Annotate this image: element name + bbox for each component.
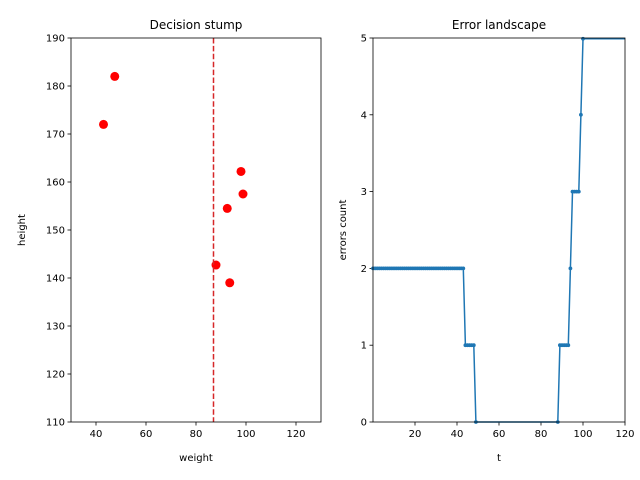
plot-frame: [372, 37, 626, 423]
plot-frame: [70, 37, 322, 423]
data-point: [471, 343, 476, 348]
data-point: [568, 266, 573, 271]
y-tick-label: 4: [361, 110, 367, 121]
y-tick-label: 120: [46, 370, 65, 381]
data-point: [581, 36, 585, 41]
x-axis-label: weight: [179, 453, 213, 464]
x-tick-label: 100: [573, 429, 592, 440]
data-point: [110, 71, 120, 81]
x-axis-label: t: [497, 453, 501, 464]
y-tick-label: 1: [361, 341, 367, 352]
x-tick-label: 80: [190, 429, 203, 440]
decision-stump-chart: Decision stump weight height 40 60 80 100 12…: [17, 18, 322, 464]
y-tick-label: 0: [361, 418, 367, 429]
x-tick-label: 40: [451, 429, 464, 440]
data-point: [236, 166, 246, 176]
error-landscape-chart: Error landscape t errors count 20 40 60 80 1…: [338, 18, 635, 464]
y-tick-label: 110: [46, 418, 65, 429]
y-axis-label: height: [17, 214, 28, 246]
tick-group: 40 60 80 100 120 110 120 130 140 150 160 170 180 190: [46, 34, 306, 441]
data-point: [576, 189, 581, 194]
x-tick-label: 20: [409, 429, 422, 440]
series-line: [373, 38, 625, 423]
y-tick-label: 170: [46, 130, 65, 141]
chart-title: Error landscape: [452, 18, 546, 32]
y-tick-label: 140: [46, 274, 65, 285]
data-point: [238, 189, 248, 199]
x-tick-label: 60: [493, 429, 506, 440]
tick-group: 20 40 60 80 100 120 0 1 2 3 4 5: [361, 34, 635, 441]
mark-group: [371, 36, 625, 424]
data-point: [461, 266, 466, 271]
data-point: [222, 203, 232, 213]
x-tick-label: 80: [535, 429, 548, 440]
y-tick-label: 150: [46, 226, 65, 237]
y-tick-label: 2: [361, 264, 367, 275]
y-tick-label: 190: [46, 34, 65, 45]
x-tick-label: 60: [140, 429, 153, 440]
data-point: [566, 343, 571, 348]
chart-title: Decision stump: [150, 18, 243, 32]
y-tick-label: 5: [361, 34, 367, 45]
x-tick-label: 100: [236, 429, 255, 440]
data-point: [225, 278, 235, 288]
data-point: [579, 112, 583, 117]
y-tick-label: 3: [361, 187, 367, 198]
mark-group: [99, 38, 248, 422]
x-tick-label: 40: [90, 429, 103, 440]
data-point: [99, 119, 108, 129]
y-tick-label: 180: [46, 82, 65, 93]
y-axis-label: errors count: [338, 200, 349, 261]
x-tick-label: 120: [615, 429, 634, 440]
y-tick-label: 160: [46, 178, 65, 189]
x-tick-label: 120: [286, 429, 305, 440]
y-tick-label: 130: [46, 322, 65, 333]
